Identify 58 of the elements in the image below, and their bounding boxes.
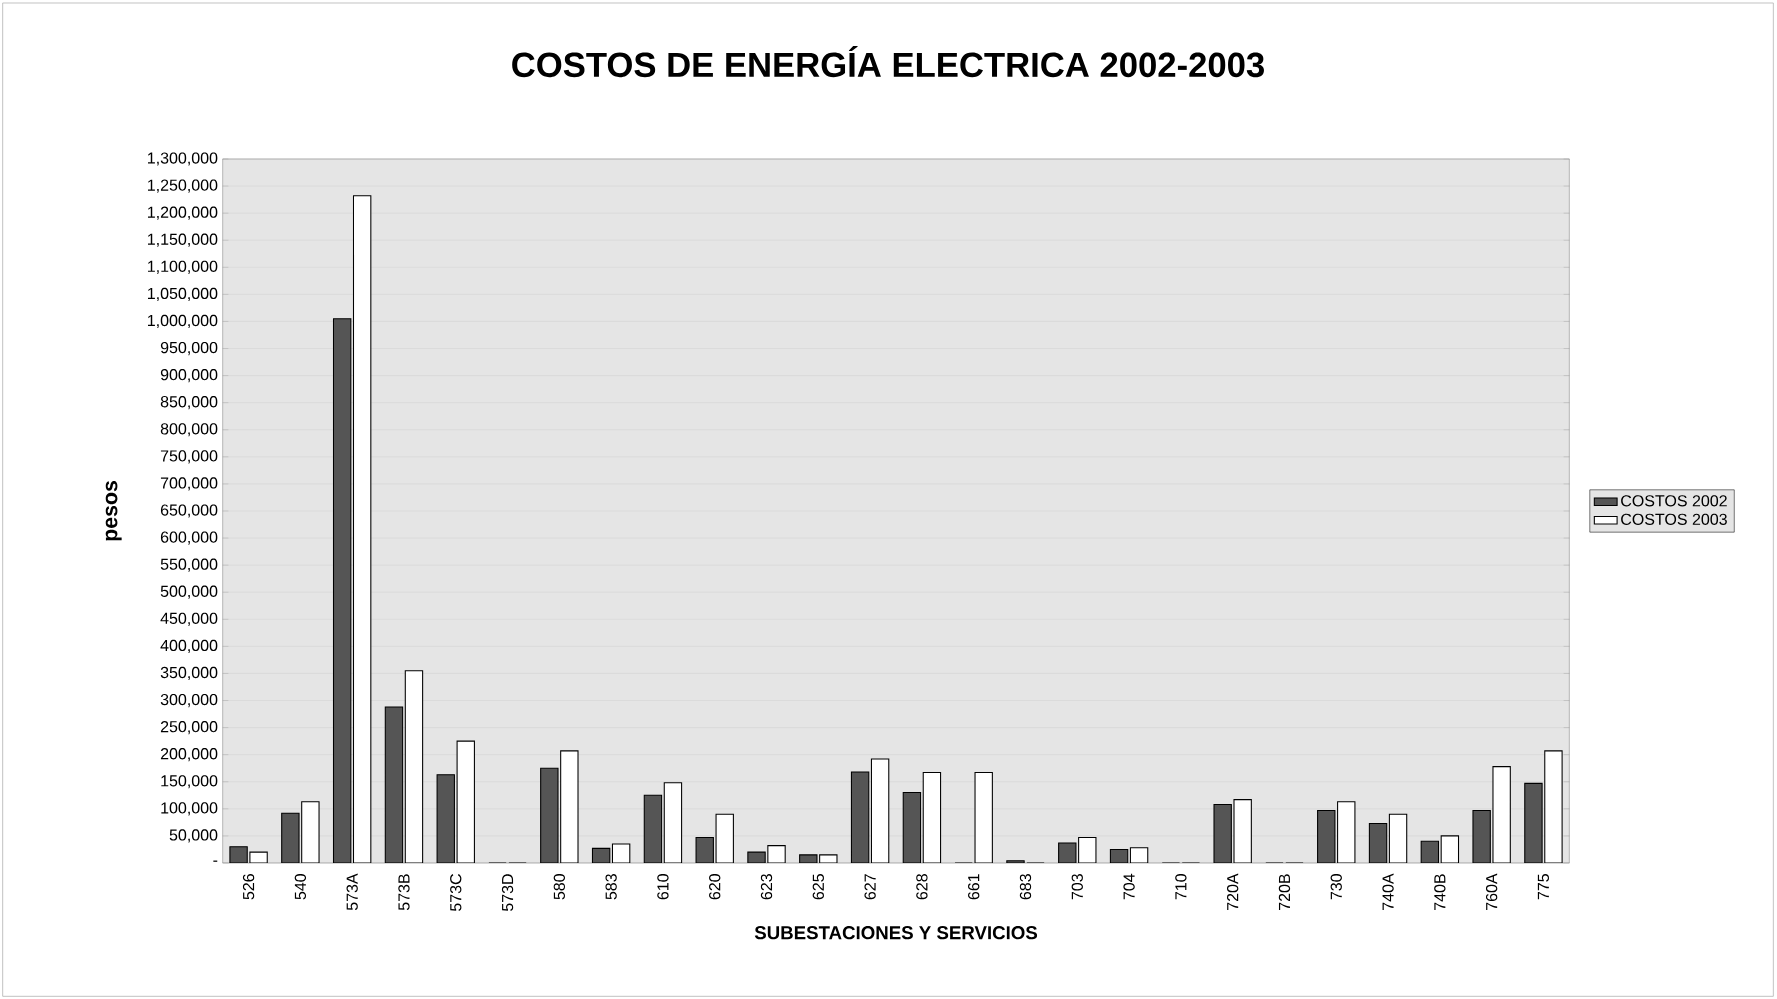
x-tick-label: 625 [812, 874, 824, 900]
x-tick-label: 627 [864, 874, 876, 900]
x-tick-label: 775 [1537, 874, 1550, 900]
x-tick-label: 573A [346, 873, 358, 911]
y-tick-label: 1,200,000 [148, 206, 218, 220]
y-tick-label: - [213, 860, 218, 862]
x-tick-label: 610 [657, 874, 669, 900]
chart-title: COSTOS DE ENERGÍA ELECTRICA 2002-2003 [512, 46, 1264, 78]
x-tick-label: 573C [450, 874, 462, 911]
y-tick-label: 650,000 [160, 504, 218, 518]
y-tick-label: 350,000 [160, 666, 218, 681]
x-tick-label: 703 [1071, 874, 1083, 900]
x-tick-label: 740B [1434, 874, 1446, 910]
y-tick-label: 550,000 [160, 558, 218, 572]
legend-label: COSTOS 2003 [1621, 513, 1727, 525]
x-tick-label: 573D [501, 874, 514, 911]
x-tick-label: 730 [1330, 874, 1342, 900]
y-tick-label: 800,000 [160, 423, 218, 437]
y-tick-label: 400,000 [160, 639, 218, 653]
y-tick-label: 1,250,000 [148, 179, 218, 193]
y-tick-label: 950,000 [160, 341, 218, 356]
x-tick-label: 704 [1123, 873, 1135, 900]
y-tick-label: 450,000 [160, 612, 218, 626]
y-axis-title: pesos [105, 481, 122, 541]
y-tick-label: 750,000 [160, 450, 218, 464]
legend-label: COSTOS 2002 [1621, 495, 1727, 507]
y-tick-label: 1,050,000 [148, 287, 218, 301]
y-tick-label: 1,150,000 [148, 233, 218, 247]
y-tick-label: 200,000 [160, 748, 218, 762]
x-tick-label: 760A [1485, 873, 1498, 910]
x-tick-label: 683 [1019, 874, 1032, 900]
y-tick-label: 150,000 [161, 775, 218, 789]
y-tick-label: 50,000 [169, 829, 218, 843]
x-tick-label: 720B [1278, 874, 1291, 910]
x-tick-label: 661 [968, 874, 980, 900]
x-tick-label: 720A [1227, 873, 1239, 910]
y-tick-label: 100,000 [161, 802, 218, 816]
x-tick-label: 740A [1382, 873, 1394, 910]
y-tick-label: 700,000 [160, 477, 218, 491]
x-tick-label: 540 [294, 874, 307, 900]
x-tick-label: 628 [916, 874, 928, 900]
x-axis-title: SUBESTACIONES Y SERVICIOS [754, 926, 1038, 940]
x-tick-label: 580 [553, 874, 565, 900]
y-tick-label: 600,000 [160, 531, 218, 545]
x-tick-label: 620 [709, 874, 721, 900]
x-tick-label: 526 [242, 874, 255, 900]
y-tick-label: 500,000 [160, 585, 218, 599]
y-tick-label: 300,000 [160, 693, 218, 708]
x-tick-label: 710 [1175, 874, 1187, 900]
y-tick-label: 1,100,000 [148, 260, 218, 274]
y-tick-label: 1,000,000 [148, 314, 218, 329]
x-tick-label: 623 [760, 874, 773, 900]
y-tick-label: 900,000 [160, 369, 218, 383]
y-tick-label: 1,300,000 [148, 152, 218, 166]
x-tick-label: 573B [398, 874, 410, 911]
x-tick-label: 583 [605, 874, 617, 900]
y-tick-label: 250,000 [160, 721, 218, 735]
y-tick-label: 850,000 [160, 396, 218, 410]
